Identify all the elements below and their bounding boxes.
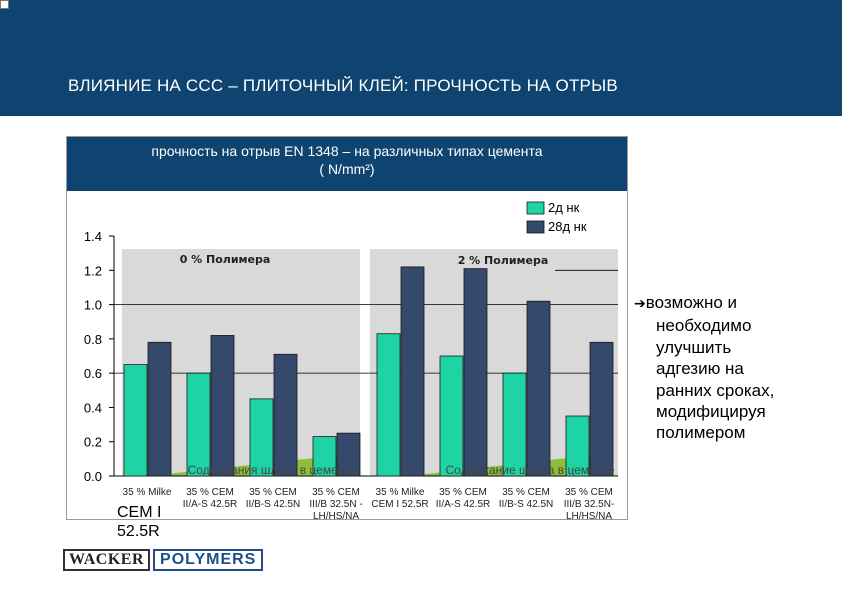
category-label: 35 % CEM	[186, 487, 234, 498]
y-tick-label: 1.2	[84, 263, 102, 278]
group-label: 2 % Полимера	[458, 254, 549, 267]
category-label: 35 % Milke	[123, 487, 172, 498]
bar-2d	[376, 333, 401, 477]
bar-28d	[336, 432, 361, 477]
chart-header	[67, 137, 627, 191]
note-line: ранних сроках,	[656, 380, 775, 400]
category-label: II/B-S 42.5N	[499, 499, 553, 510]
y-tick-label: 0.0	[84, 469, 102, 484]
category-label: LH/HS/NA	[566, 511, 612, 522]
side-note: ➔возможно и необходимо улучшить адгезию на р…	[634, 292, 774, 444]
category-label: 35 % Milke	[376, 487, 425, 498]
wacker-polymers-logo: WACKER POLYMERS	[63, 549, 264, 571]
category-label: 35 % CEM	[439, 487, 487, 498]
bar-28d	[463, 268, 488, 477]
slag-annotation: Содержание шлака в цементе	[446, 463, 615, 477]
y-tick-label: 1.4	[84, 229, 102, 244]
legend-label: 2д нк	[548, 200, 580, 215]
category-label: III/B 32.5N -	[309, 499, 362, 510]
note-line: необходимо	[656, 316, 752, 336]
bar-2d	[123, 364, 148, 477]
category-label: CEM I 52.5R	[371, 499, 428, 510]
category-label: 52.5R	[117, 523, 160, 540]
chart-title-line1: прочность на отрыв EN 1348 – на различны…	[151, 143, 543, 159]
category-label: LH/HS/NA	[313, 511, 359, 522]
y-tick-label: 0.8	[84, 332, 102, 347]
bar-2d	[186, 372, 211, 477]
y-tick-label: 0.4	[84, 400, 102, 415]
window-corner-box	[0, 0, 9, 9]
bar-2d	[439, 355, 464, 477]
note-line: ➔возможно и	[634, 293, 738, 312]
legend-label: 28д нк	[548, 219, 587, 234]
bar-2d	[502, 372, 527, 477]
bar-2d	[312, 436, 337, 477]
bar-28d	[273, 353, 298, 477]
category-label: 35 % CEM	[249, 487, 297, 498]
arrow-right-icon: ➔	[634, 296, 646, 312]
note-line: адгезию на	[656, 359, 744, 379]
note-line: улучшить	[656, 337, 732, 357]
bar-2d	[565, 415, 590, 477]
category-label: II/A-S 42.5R	[183, 499, 237, 510]
page-title: ВЛИЯНИЕ НА ССС – ПЛИТОЧНЫЙ КЛЕЙ: ПРОЧНОС…	[68, 76, 618, 95]
bar-28d	[400, 266, 425, 477]
category-label: II/A-S 42.5R	[436, 499, 490, 510]
legend-swatch-2d	[526, 201, 545, 215]
bar-28d	[589, 341, 614, 477]
category-label: CEM I	[117, 504, 161, 521]
slag-annotation: Содержания шлака в цементе	[188, 463, 357, 477]
category-label: 35 % CEM	[502, 487, 550, 498]
bar-28d	[147, 341, 172, 477]
y-tick-label: 0.6	[84, 366, 102, 381]
bar-28d	[210, 335, 235, 477]
category-label: II/B-S 42.5N	[246, 499, 300, 510]
bar-28d	[526, 300, 551, 477]
group-label: 0 % Полимера	[180, 253, 271, 266]
note-line: модифицируя	[656, 402, 766, 422]
chart-title-line2: ( N/mm²)	[319, 161, 375, 177]
chart-title: прочность на отрыв EN 1348 – на различны…	[67, 142, 627, 178]
logo-wacker: WACKER	[63, 549, 151, 571]
logo-polymers: POLYMERS	[153, 549, 264, 571]
y-tick-label: 1.0	[84, 298, 102, 313]
category-label: 35 % CEM	[312, 487, 360, 498]
category-label: III/B 32.5N-	[564, 499, 615, 510]
bar-2d	[249, 398, 274, 477]
header-bar	[0, 0, 842, 116]
category-label: 35 % CEM	[565, 487, 613, 498]
legend-swatch-28d	[526, 220, 545, 234]
note-line: полимером	[656, 423, 746, 443]
y-tick-label: 0.2	[84, 435, 102, 450]
